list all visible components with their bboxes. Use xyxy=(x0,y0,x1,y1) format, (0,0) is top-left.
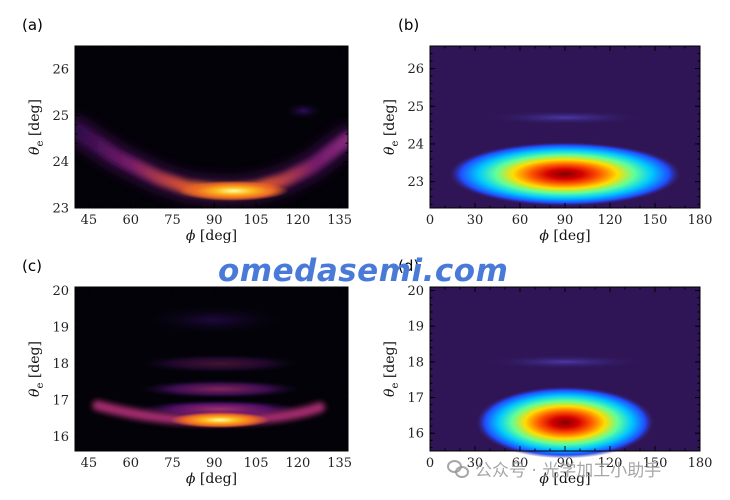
y-axis-unit: [deg] xyxy=(27,99,43,141)
y-axis-symbol: θ xyxy=(27,388,43,397)
x-tick-label: 60 xyxy=(512,456,529,471)
heatmap-intensity xyxy=(75,102,348,204)
y-axis-subscript: e xyxy=(35,141,46,147)
x-tick-label: 90 xyxy=(206,456,223,471)
wechat-icon xyxy=(447,459,469,478)
x-tick-label: 60 xyxy=(512,213,529,228)
y-tick-label: 25 xyxy=(52,109,69,124)
y-axis-label: θe [deg] xyxy=(27,99,46,155)
wechat-watermark: 公众号 · 光学加工小助手 xyxy=(447,456,661,481)
y-tick-label: 24 xyxy=(407,137,424,152)
y-tick-label: 17 xyxy=(52,393,69,408)
secondary-band xyxy=(484,110,646,125)
x-tick-label: 135 xyxy=(327,213,352,228)
y-axis-unit: [deg] xyxy=(382,341,398,383)
y-tick-label: 23 xyxy=(407,175,424,190)
y-tick-label: 18 xyxy=(407,355,424,370)
y-axis-subscript: e xyxy=(390,141,401,147)
x-tick-label: 45 xyxy=(81,456,98,471)
x-tick-label: 105 xyxy=(244,456,269,471)
y-tick-label: 17 xyxy=(407,391,424,406)
intensity-peak xyxy=(178,180,289,201)
heatmap-intensity xyxy=(475,354,655,459)
x-axis-label: ϕ [deg] xyxy=(539,471,590,487)
x-tick-label: 60 xyxy=(122,213,139,228)
y-tick-label: 19 xyxy=(407,320,424,335)
x-axis-unit: [deg] xyxy=(195,471,237,487)
x-tick-label: 180 xyxy=(688,213,713,228)
x-axis-symbol: ϕ xyxy=(539,228,549,244)
heatmap-intensity xyxy=(448,110,682,207)
y-axis-symbol: θ xyxy=(27,146,43,155)
x-tick-label: 30 xyxy=(467,213,484,228)
y-tick-label: 26 xyxy=(52,63,69,78)
x-axis-label: ϕ [deg] xyxy=(539,228,590,244)
y-axis-label: θe [deg] xyxy=(382,341,401,397)
y-tick-label: 18 xyxy=(52,357,69,372)
panel-label: (b) xyxy=(398,16,419,34)
x-axis-unit: [deg] xyxy=(195,228,237,244)
x-tick-label: 90 xyxy=(206,213,223,228)
y-tick-label: 16 xyxy=(52,430,69,445)
y-axis-label: θe [deg] xyxy=(27,341,46,397)
y-axis-subscript: e xyxy=(390,383,401,389)
x-axis-symbol: ϕ xyxy=(539,471,549,487)
x-axis-symbol: ϕ xyxy=(186,228,196,244)
y-tick-label: 25 xyxy=(407,100,424,115)
y-axis-subscript: e xyxy=(35,383,46,389)
intensity-peak xyxy=(448,142,682,207)
y-axis-unit: [deg] xyxy=(27,341,43,383)
panel-label: (c) xyxy=(22,257,42,275)
x-tick-label: 120 xyxy=(285,456,310,471)
x-tick-label: 120 xyxy=(598,213,623,228)
y-axis-symbol: θ xyxy=(382,388,398,397)
y-tick-label: 20 xyxy=(407,284,424,299)
x-tick-label: 60 xyxy=(122,456,139,471)
watermark-text: omedasemi.com xyxy=(218,253,509,289)
x-tick-label: 150 xyxy=(643,213,668,228)
intensity-peak xyxy=(475,386,655,459)
x-tick-label: 75 xyxy=(164,456,181,471)
x-tick-label: 0 xyxy=(426,213,434,228)
intensity-peak xyxy=(169,412,270,429)
x-tick-label: 180 xyxy=(688,456,713,471)
y-tick-label: 26 xyxy=(407,62,424,77)
x-axis-unit: [deg] xyxy=(549,228,591,244)
x-tick-label: 120 xyxy=(285,213,310,228)
panel-label: (d) xyxy=(398,257,419,275)
x-tick-label: 90 xyxy=(557,213,574,228)
x-tick-label: 105 xyxy=(244,213,269,228)
plot-frame xyxy=(74,286,349,452)
y-tick-label: 23 xyxy=(52,202,69,217)
y-tick-label: 20 xyxy=(52,284,69,299)
y-axis-symbol: θ xyxy=(382,146,398,155)
x-axis-label: ϕ [deg] xyxy=(186,471,237,487)
wechat-text: 公众号 · 光学加工小助手 xyxy=(475,461,662,481)
x-tick-label: 150 xyxy=(643,456,668,471)
x-tick-label: 30 xyxy=(467,456,484,471)
plot-frame xyxy=(74,45,349,209)
x-tick-label: 0 xyxy=(426,456,434,471)
panel-label: (a) xyxy=(22,16,43,34)
x-tick-label: 135 xyxy=(327,456,352,471)
y-tick-label: 16 xyxy=(407,427,424,442)
secondary-band xyxy=(484,354,646,369)
heatmap-intensity xyxy=(92,305,326,429)
x-tick-label: 45 xyxy=(81,213,98,228)
x-axis-unit: [deg] xyxy=(549,471,591,487)
y-tick-label: 24 xyxy=(52,155,69,170)
x-tick-label: 75 xyxy=(164,213,181,228)
x-tick-label: 90 xyxy=(557,456,574,471)
y-tick-label: 19 xyxy=(52,321,69,336)
x-axis-label: ϕ [deg] xyxy=(186,228,237,244)
y-axis-unit: [deg] xyxy=(382,99,398,141)
x-axis-symbol: ϕ xyxy=(186,471,196,487)
y-axis-label: θe [deg] xyxy=(382,99,401,155)
x-tick-label: 120 xyxy=(598,456,623,471)
